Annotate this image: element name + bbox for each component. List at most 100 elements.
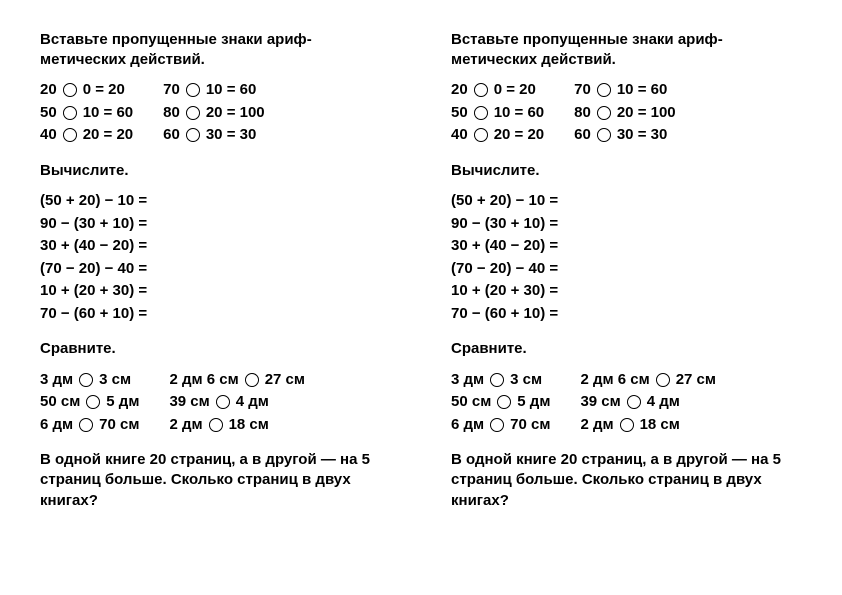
blank-circle[interactable] [63, 106, 77, 120]
equation-text: 60 [574, 124, 591, 147]
section-3-block: 3 дм3 см50 см5 дм6 дм70 см2 дм 6 см27 см… [40, 369, 391, 437]
equation-text: 80 [574, 102, 591, 125]
equation-line: 20 0 = 20 [40, 79, 133, 102]
section-3-col-b: 2 дм 6 см27 см39 см4 дм2 дм 18 см [169, 369, 305, 437]
section-3-block: 3 дм 3 см 50 см 5 дм 6 дм 70 см 2 дм 6 см27 см… [451, 369, 802, 437]
blank-circle[interactable] [490, 373, 504, 387]
blank-circle[interactable] [597, 83, 611, 97]
equation-text: 27 см [265, 369, 305, 392]
equation-text: 2 дм [580, 414, 613, 437]
blank-circle[interactable] [63, 128, 77, 142]
blank-circle[interactable] [186, 128, 200, 142]
equation-text: 4 дм [647, 391, 680, 414]
blank-circle[interactable] [620, 418, 634, 432]
section-1-block: 200 = 2050 10 = 604020 = 20 7010 = 6080 20 … [451, 79, 802, 147]
equation-text: 70 см [99, 414, 139, 437]
equation-text: 30 = 30 [617, 124, 667, 147]
section-heading-1: Вставьте пропущенные знаки ариф­метическ… [40, 30, 391, 69]
equation-text: 5 дм [517, 391, 550, 414]
blank-circle[interactable] [474, 128, 488, 142]
blank-circle[interactable] [245, 373, 259, 387]
calc-line: (70 − 20) − 40 = [40, 258, 391, 281]
blank-circle[interactable] [474, 106, 488, 120]
section-1-col-b: 7010 = 608020 = 1006030 = 30 [163, 79, 265, 147]
blank-circle[interactable] [79, 418, 93, 432]
blank-circle[interactable] [186, 106, 200, 120]
equation-text: 20 = 100 [617, 102, 676, 125]
section-2-block: (50 + 20) − 10 =90 − (30 + 10) =30 + (40… [451, 190, 802, 325]
section-2-block: (50 + 20) − 10 =90 − (30 + 10) =30 + (40… [40, 190, 391, 325]
blank-circle[interactable] [497, 395, 511, 409]
equation-text: 20 = 20 [83, 124, 133, 147]
word-problem: В одной книге 20 страниц, а в дру­гой — … [451, 450, 802, 511]
blank-circle[interactable] [490, 418, 504, 432]
equation-text: 2 дм 6 см [580, 369, 649, 392]
equation-text: 20 [40, 79, 57, 102]
section-3-col-b: 2 дм 6 см27 см39 см4 дм2 дм18 см [580, 369, 716, 437]
section-3-col-a: 3 дм3 см50 см5 дм6 дм70 см [40, 369, 139, 437]
equation-line: 6 дм70 см [40, 414, 139, 437]
equation-text: 10 = 60 [206, 79, 256, 102]
calc-line: 70 − (60 + 10) = [40, 303, 391, 326]
word-problem: В одной книге 20 страниц, а в дру­гой — … [40, 450, 391, 511]
equation-line: 200 = 20 [451, 79, 544, 102]
equation-text: 20 [451, 79, 468, 102]
equation-text: 3 дм [451, 369, 484, 392]
section-heading-3: Сравните. [451, 339, 802, 359]
equation-line: 50 10 = 60 [40, 102, 133, 125]
equation-text: 0 = 20 [83, 79, 125, 102]
calc-line: 90 − (30 + 10) = [40, 213, 391, 236]
equation-text: 50 [40, 102, 57, 125]
calc-line: 10 + (20 + 30) = [451, 280, 802, 303]
calc-line: 70 − (60 + 10) = [451, 303, 802, 326]
worksheet-column-right: Вставьте пропущенные знаки ариф­метическ… [451, 30, 802, 565]
equation-line: 39 см4 дм [169, 391, 305, 414]
blank-circle[interactable] [63, 83, 77, 97]
blank-circle[interactable] [86, 395, 100, 409]
equation-text: 60 [163, 124, 180, 147]
blank-circle[interactable] [627, 395, 641, 409]
equation-text: 18 см [229, 414, 269, 437]
equation-text: 10 = 60 [494, 102, 544, 125]
blank-circle[interactable] [597, 106, 611, 120]
blank-circle[interactable] [474, 83, 488, 97]
equation-text: 40 [40, 124, 57, 147]
blank-circle[interactable] [209, 418, 223, 432]
equation-line: 8020 = 100 [163, 102, 265, 125]
equation-text: 3 см [99, 369, 131, 392]
equation-line: 4020 = 20 [451, 124, 544, 147]
calc-line: (50 + 20) − 10 = [451, 190, 802, 213]
equation-text: 70 см [510, 414, 550, 437]
calc-line: (70 − 20) − 40 = [451, 258, 802, 281]
worksheet-column-left: Вставьте пропущенные знаки ариф­метическ… [40, 30, 391, 565]
section-heading-3: Сравните. [40, 339, 391, 359]
equation-line: 2 дм 6 см27 см [169, 369, 305, 392]
equation-text: 50 см [451, 391, 491, 414]
equation-text: 18 см [640, 414, 680, 437]
section-heading-2: Вычислите. [40, 161, 391, 181]
blank-circle[interactable] [597, 128, 611, 142]
equation-text: 50 см [40, 391, 80, 414]
equation-line: 7010 = 60 [574, 79, 676, 102]
equation-text: 20 = 100 [206, 102, 265, 125]
blank-circle[interactable] [186, 83, 200, 97]
section-heading-2: Вычислите. [451, 161, 802, 181]
equation-text: 6 дм [451, 414, 484, 437]
equation-line: 6 дм 70 см [451, 414, 550, 437]
equation-text: 39 см [169, 391, 209, 414]
calc-line: 30 + (40 − 20) = [451, 235, 802, 258]
equation-line: 7010 = 60 [163, 79, 265, 102]
equation-text: 3 см [510, 369, 542, 392]
blank-circle[interactable] [656, 373, 670, 387]
equation-text: 50 [451, 102, 468, 125]
equation-line: 2 дм 18 см [580, 414, 716, 437]
calc-line: 90 − (30 + 10) = [451, 213, 802, 236]
equation-line: 3 дм3 см [40, 369, 139, 392]
equation-text: 10 = 60 [83, 102, 133, 125]
calc-line: (50 + 20) − 10 = [40, 190, 391, 213]
blank-circle[interactable] [216, 395, 230, 409]
blank-circle[interactable] [79, 373, 93, 387]
equation-line: 2 дм 6 см27 см [580, 369, 716, 392]
equation-text: 2 дм [169, 414, 202, 437]
equation-text: 40 [451, 124, 468, 147]
